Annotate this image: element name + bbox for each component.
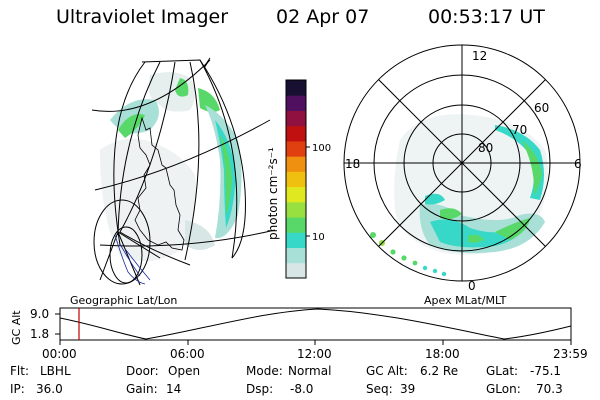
strip-ylabel: GC Alt: [10, 310, 23, 345]
colorbar-segment: [286, 156, 306, 172]
ip-label: IP:: [10, 382, 25, 396]
mode-label: Mode:: [246, 364, 283, 378]
inner-ring: [93, 199, 151, 285]
strip-ymax: 9.0: [30, 307, 49, 321]
colorbar-segment: [286, 125, 306, 142]
date-label: 02 Apr 07: [276, 6, 370, 28]
mlat-label-60: 60: [534, 101, 549, 115]
colorbar-segment: [286, 110, 306, 127]
instrument-title: Ultraviolet Imager: [56, 6, 229, 28]
flt-value: LBHL: [40, 364, 71, 378]
colorbar-segment: [286, 217, 306, 233]
strip-xtick-2: 12:00: [297, 347, 332, 361]
strip-ymin: 1.8: [30, 327, 49, 341]
coastline-2: [114, 234, 151, 285]
mlt-label-18: 18: [345, 157, 360, 171]
altitude-strip: 9.0 1.8 GC Alt 00:00 06:00 12:00 18:00 2…: [10, 307, 588, 361]
strip-xtick-3: 18:00: [425, 347, 460, 361]
dsp-label: Dsp:: [246, 382, 274, 396]
lon-line-3: [119, 61, 191, 266]
geographic-label: Geographic Lat/Lon: [70, 294, 177, 307]
strip-xtick-4: 23:59: [553, 347, 588, 361]
strip-xtick-1: 06:00: [170, 347, 205, 361]
lat-line-1: [91, 59, 211, 112]
mlt-label-0: 0: [468, 279, 476, 293]
color-bar: [286, 80, 306, 279]
mlat-label-80: 80: [478, 141, 493, 155]
colorbar-tick-10: 10: [312, 232, 325, 243]
colorbar-segment: [286, 247, 306, 264]
gain-label: Gain:: [126, 382, 158, 396]
colorbar-segment: [286, 201, 306, 218]
colorbar-segment: [286, 262, 306, 279]
flt-label: Flt:: [10, 364, 29, 378]
inner-ring-2: [109, 226, 143, 284]
geographic-map: [91, 57, 276, 286]
apex-label: Apex MLat/MLT: [424, 294, 507, 307]
mlt-label-6: 6: [574, 157, 582, 171]
colorbar-segment: [286, 186, 306, 203]
colorbar-label: photon cm⁻²s⁻¹: [266, 147, 280, 240]
auroral-oval: [394, 114, 548, 255]
ip-value: 36.0: [36, 382, 63, 396]
lon-line-2: [117, 61, 161, 236]
altitude-curve: [59, 308, 572, 340]
strip-xtick-0: 00:00: [42, 347, 77, 361]
seq-value: 39: [400, 382, 416, 396]
colorbar-segment: [286, 80, 306, 96]
gain-value: 14: [166, 382, 182, 396]
dsp-value: -8.0: [290, 382, 314, 396]
glon-label: GLon:: [486, 382, 521, 396]
colorbar-segment: [286, 140, 306, 157]
glon-value: 70.3: [536, 382, 563, 396]
glat-value: -75.1: [530, 364, 562, 378]
coastline: [134, 116, 185, 251]
seq-label: Seq:: [366, 382, 393, 396]
colorbar-segment: [286, 95, 306, 111]
mlt-label-12: 12: [472, 49, 487, 63]
door-label: Door:: [126, 364, 159, 378]
gcalt-value: 6.2 Re: [420, 364, 459, 378]
polar-plot: 12 18 6 0 60 70 80: [343, 44, 582, 293]
time-label: 00:53:17 UT: [428, 6, 545, 28]
colorbar-segment: [286, 171, 306, 188]
lon-line-4: [184, 61, 200, 261]
spacecraft-mark: [203, 57, 211, 69]
glat-label: GLat:: [486, 364, 519, 378]
lat-line-2: [94, 119, 271, 191]
colorbar-segment: [286, 232, 306, 249]
gcalt-label: GC Alt:: [366, 364, 408, 378]
colorbar-tick-100: 100: [312, 143, 331, 154]
lon-line-1: [113, 61, 146, 246]
mlat-label-70: 70: [512, 123, 527, 137]
lon-line-5: [199, 59, 238, 259]
door-value: Open: [168, 364, 201, 378]
earth-limb: [141, 59, 246, 259]
mode-value: Normal: [288, 364, 332, 378]
